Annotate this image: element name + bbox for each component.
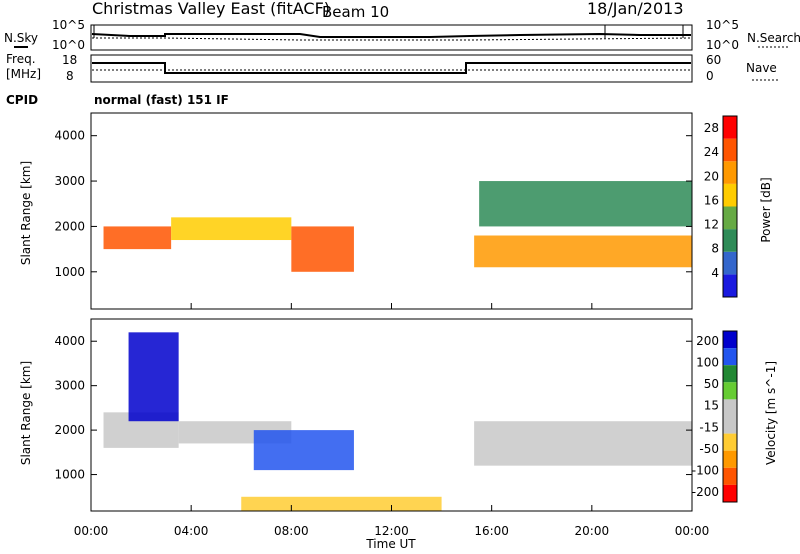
power-y-tick-label: 3000 (54, 174, 85, 188)
velocity-colorbar-segment (723, 348, 737, 366)
velocity-echo-band (128, 332, 179, 422)
power-colorbar-tick: 24 (704, 145, 719, 159)
velocity-colorbar-label: Velocity [m s^-1] (764, 361, 778, 465)
power-colorbar-segment (723, 183, 737, 207)
velocity-colorbar-segment (723, 382, 737, 400)
power-panel: 1000 2000 3000 4000 Slant Range [km] (19, 112, 693, 310)
power-colorbar-segment (723, 138, 737, 162)
nsky-tick-top: 10^5 (52, 18, 85, 32)
velocity-colorbar-tick: -200 (692, 485, 719, 499)
velocity-y-ticks: 1000 2000 3000 4000 (54, 334, 692, 482)
cpid-value: normal (fast) 151 IF (94, 93, 229, 107)
freq-label: Freq. (6, 52, 36, 66)
power-echo-band (291, 226, 354, 272)
velocity-colorbar-segment (723, 331, 737, 349)
power-colorbar-segment (723, 206, 737, 230)
power-colorbar-segment (723, 161, 737, 184)
power-colorbar-segment (723, 251, 737, 275)
velocity-colorbar-tick: 200 (696, 334, 719, 348)
velocity-colorbar-segment (723, 484, 737, 502)
power-colorbar-segment (723, 116, 737, 139)
power-colorbar: 4 8 12 16 20 24 28 (704, 115, 738, 298)
power-colorbar-tick: 8 (711, 242, 719, 256)
velocity-colorbar-segment (723, 433, 737, 451)
velocity-ylabel: Slant Range [km] (19, 361, 33, 465)
power-echo-band (474, 235, 692, 268)
power-echo-band (103, 226, 172, 250)
power-echo-band (479, 181, 692, 227)
x-tick-label: 04:00 (174, 524, 209, 538)
velocity-colorbar-segment (723, 416, 737, 434)
power-colorbar-tick: 16 (704, 193, 719, 207)
velocity-colorbar: 200 100 50 15 -15 -50 -100 -200 (692, 330, 738, 503)
nave-tick-top: 60 (706, 53, 721, 67)
velocity-colorbar-frame (722, 330, 738, 503)
velocity-echo-band (253, 430, 354, 471)
x-tick-label: 16:00 (474, 524, 509, 538)
freq-tick-top: 18 (62, 53, 77, 67)
power-colorbar-tick: 4 (711, 266, 719, 280)
velocity-panel: 1000 2000 3000 4000 Slant Range [km] (19, 318, 693, 512)
velocity-colorbar-tick: -50 (699, 442, 719, 456)
date-label: 18/Jan/2013 (587, 0, 684, 18)
power-colorbar-tick: 12 (704, 218, 719, 232)
x-tick-label: 08:00 (274, 524, 309, 538)
power-y-tick-label: 4000 (54, 129, 85, 143)
frequency-panel: Freq. [MHz] 18 8 60 0 Nave (6, 52, 778, 83)
velocity-y-tick-label: 3000 (54, 379, 85, 393)
power-colorbar-frame (722, 115, 738, 298)
status-panel: N.Sky 10^5 10^0 10^5 10^0 N.Search (4, 18, 800, 52)
power-y-tick-label: 1000 (54, 265, 85, 279)
power-y-ticks: 1000 2000 3000 4000 (54, 129, 692, 279)
power-colorbar-segment (723, 229, 737, 252)
power-heatmap (103, 181, 692, 272)
x-tick-label: 12:00 (374, 524, 409, 538)
nsky-trace (91, 32, 691, 38)
velocity-colorbar-segment (723, 450, 737, 468)
velocity-colorbar-segment (723, 467, 737, 485)
velocity-colorbar-tick: -15 (699, 420, 719, 434)
velocity-heatmap (103, 332, 692, 511)
time-xlabel: Time UT (365, 537, 416, 551)
nave-label: Nave (746, 61, 777, 75)
velocity-y-tick-label: 2000 (54, 423, 85, 437)
power-ylabel: Slant Range [km] (19, 161, 33, 265)
nsearch-trace (92, 37, 692, 41)
velocity-colorbar-segment (723, 399, 737, 417)
cpid-label: CPID (6, 93, 38, 107)
freq-tick-bottom: 8 (66, 69, 74, 83)
x-tick-label: 20:00 (575, 524, 610, 538)
x-tick-label: 00:00 (74, 524, 109, 538)
power-colorbar-tick: 20 (704, 169, 719, 183)
velocity-echo-band (241, 496, 442, 511)
velocity-colorbar-tick: -100 (692, 463, 719, 477)
velocity-echo-band (474, 421, 692, 466)
nsearch-tick-bottom: 10^0 (706, 38, 739, 52)
nave-tick-bottom: 0 (706, 69, 714, 83)
power-y-tick-label: 2000 (54, 219, 85, 233)
power-echo-band (171, 217, 292, 241)
x-tick-label: 00:00 (675, 524, 710, 538)
nsearch-label: N.Search (747, 31, 800, 45)
freq-unit-label: [MHz] (6, 67, 41, 81)
power-colorbar-label: Power [dB] (759, 177, 773, 242)
power-colorbar-segment (723, 274, 737, 297)
velocity-colorbar-segment (723, 365, 737, 383)
nsky-tick-bottom: 10^0 (52, 38, 85, 52)
power-colorbar-tick: 28 (704, 121, 719, 135)
nsky-label: N.Sky (4, 31, 38, 45)
plot-title: Christmas Valley East (fitACF) (92, 0, 330, 18)
beam-label: Beam 10 (322, 3, 389, 21)
freq-trace (92, 62, 691, 74)
nsearch-tick-top: 10^5 (706, 18, 739, 32)
velocity-colorbar-tick: 100 (696, 356, 719, 370)
velocity-y-tick-label: 4000 (54, 334, 85, 348)
velocity-colorbar-tick: 50 (704, 377, 719, 391)
time-x-ticks: 00:00 04:00 08:00 12:00 16:00 20:00 00:00 (74, 303, 710, 538)
velocity-y-tick-label: 1000 (54, 468, 85, 482)
velocity-colorbar-tick: 15 (704, 399, 719, 413)
